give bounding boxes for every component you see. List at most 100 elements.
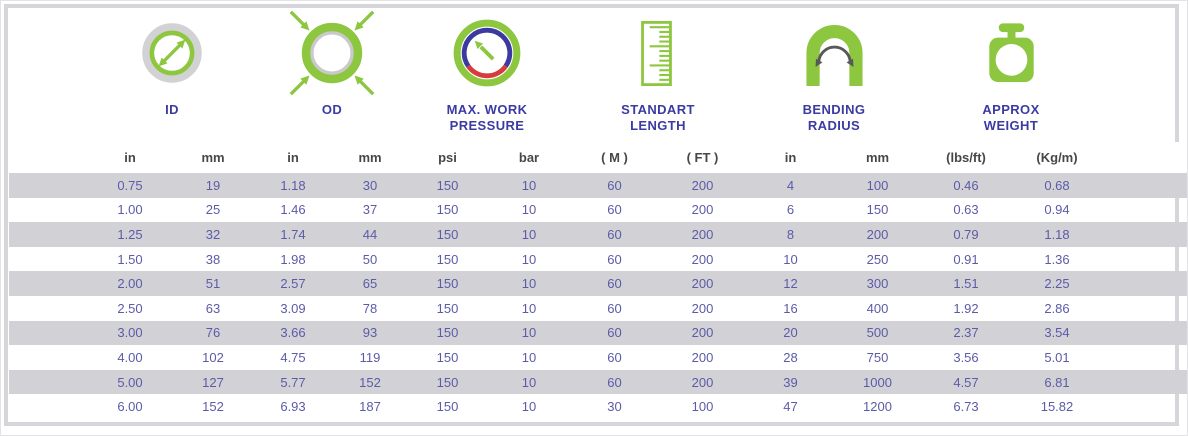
data-cell: 152 bbox=[202, 399, 224, 415]
data-cell: 4.57 bbox=[921, 369, 1011, 395]
units-row: in mm in mm psi bar( M )( FT ) in mm (lbs/ft) (Kg… bbox=[9, 142, 1187, 173]
data-cell: 150 bbox=[866, 202, 889, 218]
data-cell: 51 bbox=[172, 271, 254, 296]
data-cell: 3.66 bbox=[254, 320, 332, 346]
data-cell: 102 bbox=[202, 349, 224, 365]
data-cell: 5.77 bbox=[254, 369, 332, 395]
row-right-spacer bbox=[1103, 271, 1187, 296]
data-cell: 250 bbox=[866, 251, 889, 267]
data-cell: 300 bbox=[834, 271, 921, 296]
data-cell: 32 bbox=[172, 222, 254, 247]
unit-label: in bbox=[254, 142, 332, 173]
unit-label: in bbox=[747, 142, 834, 173]
data-cell: 2.25 bbox=[1011, 271, 1103, 296]
row-right-spacer bbox=[1103, 345, 1187, 370]
data-cell: 12 bbox=[747, 271, 834, 296]
data-cell: 1.00 bbox=[117, 202, 143, 218]
data-cell: 1.46 bbox=[280, 202, 306, 218]
data-cell: 16 bbox=[783, 300, 798, 316]
data-cell: 0.91 bbox=[953, 251, 979, 267]
data-cell: 78 bbox=[362, 300, 378, 316]
data-cell: 3.56 bbox=[953, 349, 979, 365]
data-cell: 3.09 bbox=[280, 300, 306, 316]
data-cell: 10 bbox=[521, 349, 537, 365]
weight-icon bbox=[936, 7, 1086, 99]
data-cell: 200 bbox=[834, 222, 921, 247]
data-cell: 38 bbox=[205, 251, 221, 267]
data-cell: 150 bbox=[436, 202, 459, 218]
row-right-spacer bbox=[1103, 369, 1187, 395]
data-cell: 150 bbox=[408, 173, 487, 198]
data-cell: 150 bbox=[436, 399, 459, 415]
data-cell: 60 bbox=[571, 369, 658, 395]
unit-label: psi bbox=[408, 142, 487, 173]
data-cell: 200 bbox=[658, 320, 747, 346]
row-left-spacer bbox=[9, 394, 88, 419]
unit-label: mm bbox=[172, 142, 254, 173]
data-cell: 60 bbox=[571, 222, 658, 247]
column-group-label: ID bbox=[165, 102, 179, 117]
column-group-bending: BENDING RADIUS bbox=[759, 7, 909, 135]
data-cell: 1.36 bbox=[1044, 251, 1070, 267]
data-cell: 4 bbox=[747, 173, 834, 198]
column-group-pressure: MAX. WORK PRESSURE bbox=[412, 7, 562, 135]
data-cell: 1.98 bbox=[280, 251, 306, 267]
unit-label: ( FT ) bbox=[658, 142, 747, 173]
unit-label: mm bbox=[332, 142, 408, 173]
data-cell: 5.01 bbox=[1044, 349, 1070, 365]
unit-label: in bbox=[88, 142, 172, 173]
table-row: 1.50 38 1.98 50 150 10 60 200 10 250 0.91 1.36 bbox=[9, 247, 1187, 272]
row-right-spacer bbox=[1103, 247, 1187, 272]
unit-label: bar bbox=[487, 142, 571, 173]
data-cell: 200 bbox=[691, 300, 714, 316]
data-cell: 1200 bbox=[863, 399, 892, 415]
data-cell: 6.73 bbox=[953, 399, 979, 415]
table-row: 3.00 76 3.66 93 150 10 60 200 20 500 2.37 3.54 bbox=[9, 320, 1187, 346]
data-cell: 10 bbox=[521, 300, 537, 316]
ruler-icon bbox=[583, 7, 733, 99]
column-group-label: BENDING RADIUS bbox=[802, 102, 866, 133]
row-left-spacer bbox=[9, 369, 88, 395]
data-cell: 150 bbox=[436, 300, 459, 316]
data-cell: 1.18 bbox=[1011, 222, 1103, 247]
data-cell: 100 bbox=[691, 399, 714, 415]
data-cell: 127 bbox=[172, 369, 254, 395]
data-cell: 60 bbox=[607, 202, 622, 218]
data-cell: 1.92 bbox=[953, 300, 979, 316]
data-cell: 2.00 bbox=[88, 271, 172, 296]
column-group-id: ID bbox=[97, 7, 247, 119]
row-left-spacer bbox=[9, 296, 88, 321]
data-cell: 2.57 bbox=[254, 271, 332, 296]
data-cell: 150 bbox=[408, 271, 487, 296]
data-cell: 0.68 bbox=[1011, 173, 1103, 198]
unit-label: (lbs/ft) bbox=[921, 142, 1011, 173]
data-cell: 20 bbox=[747, 320, 834, 346]
data-cell: 10 bbox=[521, 202, 537, 218]
row-left-spacer bbox=[9, 173, 88, 198]
row-left-spacer bbox=[9, 142, 88, 173]
data-cell: 93 bbox=[332, 320, 408, 346]
data-cell: 65 bbox=[332, 271, 408, 296]
data-cell: 10 bbox=[487, 173, 571, 198]
data-cell: 1000 bbox=[834, 369, 921, 395]
data-cell: 6.93 bbox=[280, 399, 306, 415]
data-cell: 6 bbox=[786, 202, 795, 218]
row-left-spacer bbox=[9, 320, 88, 346]
table-row: 4.00 102 4.75 119 150 10 60 200 28 750 3.56 5.01 bbox=[9, 345, 1187, 370]
data-cell: 4.75 bbox=[280, 349, 306, 365]
pressure-gauge-icon bbox=[412, 7, 562, 99]
data-cell: 60 bbox=[607, 300, 622, 316]
data-cell: 1.50 bbox=[117, 251, 143, 267]
data-cell: 1.74 bbox=[254, 222, 332, 247]
data-cell: 10 bbox=[487, 222, 571, 247]
data-cell: 0.79 bbox=[921, 222, 1011, 247]
data-cell: 152 bbox=[332, 369, 408, 395]
column-group-length: STANDART LENGTH bbox=[583, 7, 733, 135]
row-right-spacer bbox=[1103, 394, 1187, 419]
data-cell: 500 bbox=[834, 320, 921, 346]
table-row: 1.25 32 1.74 44 150 10 60 200 8 200 0.79 1.18 bbox=[9, 222, 1187, 247]
data-cell: 750 bbox=[866, 349, 889, 365]
row-right-spacer bbox=[1103, 173, 1187, 198]
data-cell: 2.86 bbox=[1044, 300, 1070, 316]
data-cell: 200 bbox=[691, 251, 714, 267]
